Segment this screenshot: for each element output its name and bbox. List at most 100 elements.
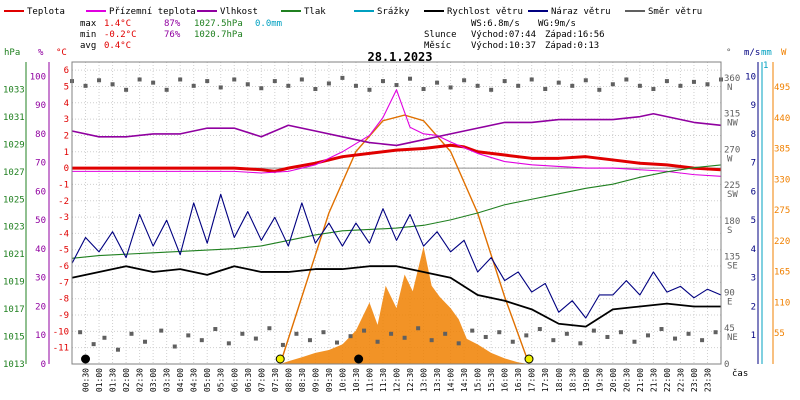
wind-direction-point (83, 83, 88, 88)
x-tick-label: 17:00 (528, 368, 537, 392)
wind-axis-unit: m/s (744, 48, 760, 58)
moon-label: Měsíc (424, 41, 451, 51)
feels-like-line (72, 89, 722, 177)
wind-direction-point (489, 87, 494, 92)
wind-direction-point (389, 331, 394, 336)
radiation-tick-label: 330 (774, 175, 790, 185)
temperature-tick-label: -11 (53, 344, 69, 354)
legend-feels-like-label: Přízemní teplota (109, 7, 196, 17)
wind-direction-point (578, 341, 583, 346)
wind-direction-point (280, 342, 285, 347)
chart-title: 28.1.2023 (367, 50, 432, 64)
humidity-tick-label: 40 (35, 245, 46, 255)
wind-speed-summary: WS:6.8m/s (471, 19, 520, 29)
wind-direction-point (645, 333, 650, 338)
pressure-tick-label: 1021 (3, 250, 25, 260)
sun-set-marker (524, 354, 534, 364)
rain-tick-label: 1 (763, 61, 768, 71)
wind-direction-point (294, 331, 299, 336)
wind-direction-point (700, 338, 705, 343)
wind-direction-point (240, 331, 245, 336)
wind-direction-point (659, 327, 664, 332)
wind-direction-point (245, 82, 250, 87)
theoretical-radiation-line (279, 114, 530, 365)
wind-direction-point (591, 328, 596, 333)
direction-axis-unit: ° (726, 48, 731, 58)
temperature-tick-label: -8 (58, 295, 69, 305)
wind-direction-point (191, 83, 196, 88)
wind-direction-point (159, 328, 164, 333)
wind-direction-point (516, 83, 521, 88)
stats-label-avg: avg (80, 41, 96, 51)
wind-tick-label: 4 (751, 245, 756, 255)
humidity-tick-label: 50 (35, 216, 46, 226)
temperature-tick-label: -1 (58, 180, 69, 190)
wind-direction-point (570, 83, 575, 88)
wind-direction-point (475, 83, 480, 88)
wind-direction-point (632, 339, 637, 344)
temperature-tick-label: 0 (64, 164, 69, 174)
wind-direction-point (321, 330, 326, 335)
pressure-tick-label: 1017 (3, 305, 25, 315)
wind-direction-point (115, 347, 120, 352)
x-tick-label: 07:00 (257, 368, 266, 392)
stats-pressure: 1020.7hPa (194, 30, 243, 40)
direction-tick-label: 360 (724, 74, 740, 84)
pressure-tick-label: 1031 (3, 113, 25, 123)
x-tick-label: 01:00 (95, 368, 104, 392)
x-tick-label: 02:00 (122, 368, 131, 392)
x-tick-label: 20:30 (622, 368, 631, 392)
stats-label-max: max (80, 19, 97, 29)
x-tick-label: 19:30 (595, 368, 604, 392)
humidity-tick-label: 80 (35, 130, 46, 140)
stats-temp: 0.4°C (104, 41, 131, 51)
wind-tick-label: 1 (751, 331, 756, 341)
direction-tick-label: 0 (724, 360, 729, 370)
wind-direction-point (91, 342, 96, 347)
humidity-tick-label: 0 (41, 360, 46, 370)
direction-tick-label: 90 (724, 288, 735, 298)
wind-tick-label: 3 (751, 274, 756, 284)
legend-rain-label: Srážky (377, 7, 410, 17)
x-tick-label: 05:30 (217, 368, 226, 392)
radiation-tick-label: 165 (774, 268, 790, 278)
wind-direction-point (186, 333, 191, 338)
humidity-tick-label: 90 (35, 101, 46, 111)
x-tick-label: 00:30 (82, 368, 91, 392)
temperature-tick-label: -9 (58, 311, 69, 321)
wind-direction-point (375, 339, 380, 344)
radiation-tick-label: 495 (774, 83, 790, 93)
wind-direction-point (362, 328, 367, 333)
temperature-tick-label: 2 (64, 131, 69, 141)
wind-direction-point (402, 335, 407, 340)
pressure-tick-label: 1019 (3, 278, 25, 288)
wind-direction-point (691, 79, 696, 84)
wind-direction-point (673, 336, 678, 341)
radiation-tick-label: 220 (774, 237, 790, 247)
x-tick-label: 16:00 (501, 368, 510, 392)
pressure-tick-label: 1015 (3, 333, 25, 343)
humidity-tick-label: 20 (35, 302, 46, 312)
x-tick-label: 23:30 (703, 368, 712, 392)
temperature-tick-label: -7 (58, 278, 69, 288)
direction-compass-label: NE (727, 333, 738, 343)
x-tick-label: 14:00 (447, 368, 456, 392)
stats-rain: 0.0mm (255, 19, 282, 29)
wind-direction-point (253, 336, 258, 341)
wind-direction-point (605, 334, 610, 339)
wind-direction-point (267, 326, 272, 331)
temperature-tick-label: -3 (58, 213, 69, 223)
wind-direction-point (705, 82, 710, 87)
direction-tick-label: 45 (724, 324, 735, 334)
x-tick-label: 17:30 (541, 368, 550, 392)
direction-tick-label: 225 (724, 181, 740, 191)
x-tick-label: 09:00 (311, 368, 320, 392)
x-tick-label: 22:30 (676, 368, 685, 392)
pressure-axis-unit: hPa (4, 48, 20, 58)
wind-direction-point (510, 339, 515, 344)
wind-direction-point (213, 327, 218, 332)
pressure-tick-label: 1033 (3, 85, 25, 95)
direction-tick-label: 135 (724, 253, 740, 263)
x-tick-label: 09:30 (325, 368, 334, 392)
wind-direction-point (502, 79, 507, 84)
